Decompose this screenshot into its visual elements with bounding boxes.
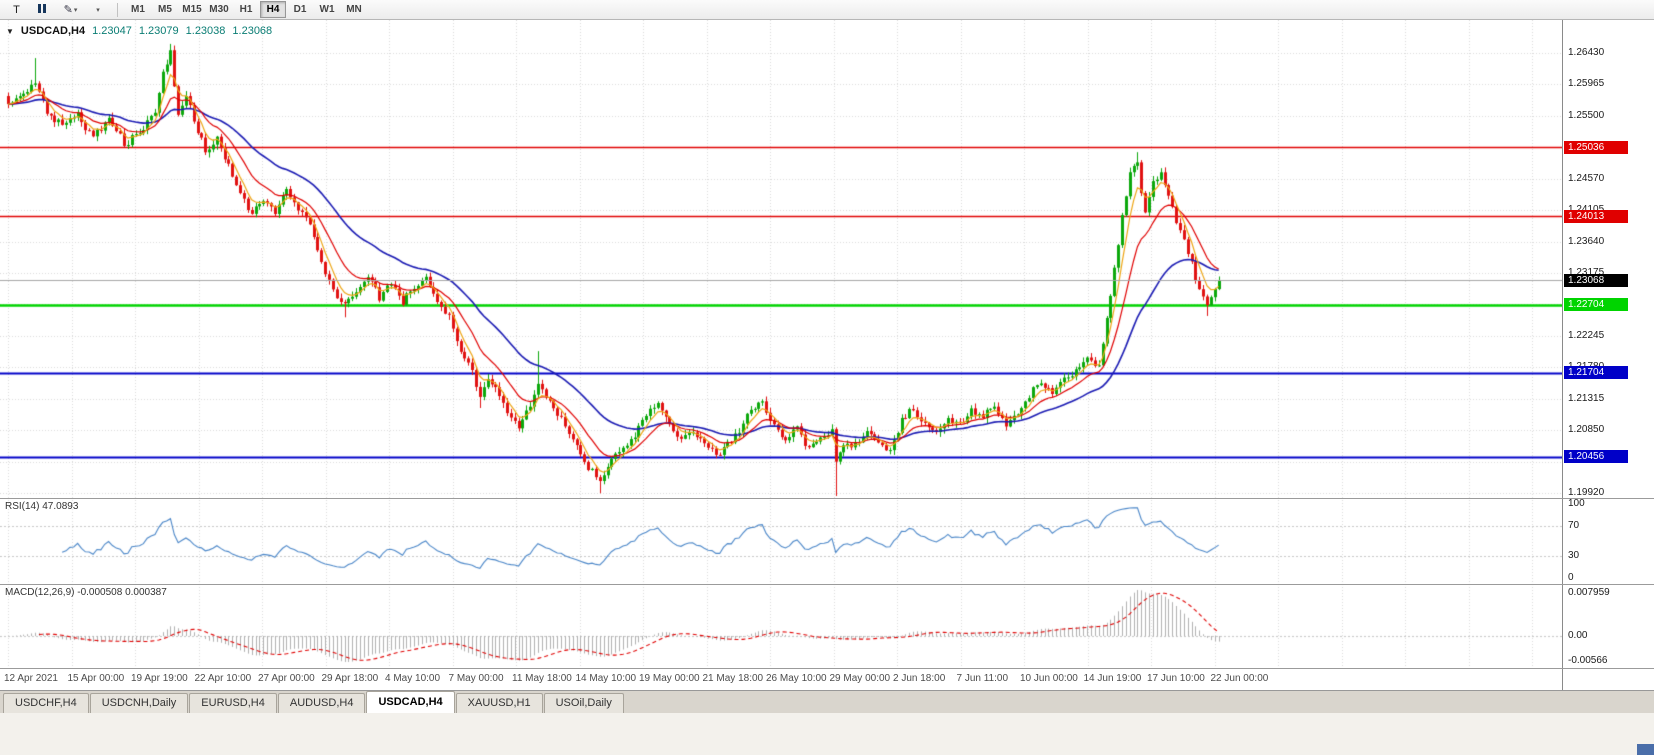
chart-type-button[interactable] <box>31 1 56 19</box>
price-axis-tick: 1.19920 <box>1568 487 1605 499</box>
price-chart-canvas[interactable] <box>0 20 1562 690</box>
timeframe-button-group: M1 M5 M15 M30 H1 H4 D1 W1 MN <box>125 1 367 18</box>
resize-grip[interactable] <box>1637 744 1654 755</box>
toolbar-separator <box>117 2 118 17</box>
price-axis-tick: 1.21315 <box>1568 392 1605 404</box>
chart-tab-usdcnh-daily[interactable]: USDCNH,Daily <box>89 693 189 713</box>
macd-axis-tick: -0.00566 <box>1568 655 1608 666</box>
rsi-value: 47.0893 <box>42 501 79 512</box>
macd-name: MACD(12,26,9) <box>5 587 75 598</box>
chart-tab-usoil-daily[interactable]: USOil,Daily <box>543 693 624 713</box>
symbol-timeframe-label: USDCAD,H4 <box>20 25 86 37</box>
price-axis-tick: 1.24105 <box>1568 205 1604 215</box>
price-axis-tick: 1.25965 <box>1568 78 1605 90</box>
symbol-dropdown-icon[interactable]: ▼ <box>6 26 14 36</box>
pencil-icon: ✎ <box>63 4 73 16</box>
rsi-axis-tick: 0 <box>1568 572 1574 583</box>
macd-axis-tick: 0.00 <box>1568 630 1588 641</box>
price-axis-tick: 1.23640 <box>1568 235 1605 247</box>
chevron-down-icon: ▾ <box>73 6 78 14</box>
close-value: 1.23068 <box>232 25 273 37</box>
chart-tab-eurusd-h4[interactable]: EURUSD,H4 <box>189 693 277 713</box>
price-axis-tick: 1.23175 <box>1568 266 1605 278</box>
price-level-badge: 1.25036 <box>1564 140 1628 154</box>
current-price-badge: 1.23068 <box>1564 273 1628 287</box>
chart-tab-usdchf-h4[interactable]: USDCHF,H4 <box>3 693 89 713</box>
chart-tab-usdcad-h4[interactable]: USDCAD,H4 <box>366 691 455 713</box>
price-level-badge: 1.21704 <box>1564 366 1628 380</box>
price-axis-tick: 1.24570 <box>1568 172 1605 184</box>
price-axis-tick: 1.26430 <box>1568 46 1605 58</box>
chart-title: ▼ USDCAD,H4 1.23047 1.23079 1.23038 1.23… <box>6 25 272 37</box>
panel-separator[interactable] <box>0 584 1654 585</box>
timeframe-button-m15[interactable]: M15 <box>182 4 202 15</box>
timeframe-button-m5[interactable]: M5 <box>158 4 172 15</box>
chart-tab-xauusd-h1[interactable]: XAUUSD,H1 <box>455 693 543 713</box>
text-tool-label: T <box>13 3 20 16</box>
low-value: 1.23038 <box>185 25 226 37</box>
more-tools-button[interactable]: ▾ <box>85 1 110 19</box>
panel-separator[interactable] <box>0 498 1654 499</box>
chart-tab-audusd-h4[interactable]: AUDUSD,H4 <box>277 693 366 713</box>
rsi-axis-tick: 70 <box>1568 520 1580 532</box>
rsi-axis-tick: 30 <box>1568 549 1580 561</box>
chart-area: ▼ USDCAD,H4 1.23047 1.23079 1.23038 1.23… <box>0 20 1654 690</box>
chart-tab-bar: USDCHF,H4 USDCNH,Daily EURUSD,H4 AUDUSD,H4 U… <box>0 690 1654 713</box>
high-value: 1.23079 <box>138 25 179 37</box>
top-toolbar: T ✎ ▾ ▾ M1 M5 M15 M30 H1 H4 D1 W1 MN <box>0 0 1654 20</box>
rsi-indicator-label: RSI(14) 47.0893 <box>5 501 78 512</box>
timeframe-button-m1[interactable]: M1 <box>131 4 145 15</box>
text-tool-button[interactable]: T <box>4 1 29 19</box>
rsi-axis-tick: 100 <box>1568 498 1585 509</box>
price-axis-tick: 1.20850 <box>1568 424 1605 436</box>
axis-separator <box>0 668 1654 669</box>
macd-indicator-label: MACD(12,26,9) -0.000508 0.000387 <box>5 587 167 598</box>
timeframe-button-mn[interactable]: MN <box>346 4 362 15</box>
price-level-badge: 1.20456 <box>1564 450 1628 464</box>
macd-values: -0.000508 0.000387 <box>77 587 167 598</box>
price-axis-tick: 1.25500 <box>1568 109 1605 121</box>
timeframe-button-m30[interactable]: M30 <box>209 4 229 15</box>
timeframe-button-h1[interactable]: H1 <box>239 4 253 15</box>
draw-tools-button[interactable]: ✎ ▾ <box>58 1 83 19</box>
price-axis[interactable]: 1.26430 1.25965 1.25500 1.24570 1.24105 1.236… <box>1562 20 1654 690</box>
chevron-down-icon: ▾ <box>96 6 100 14</box>
macd-axis-tick: 0.007959 <box>1568 587 1610 598</box>
bottom-strip <box>0 713 1654 755</box>
price-axis-tick: 1.22245 <box>1568 329 1605 341</box>
candlestick-chart-icon <box>38 4 49 15</box>
price-level-badge: 1.24013 <box>1564 209 1628 223</box>
rsi-name: RSI(14) <box>5 501 40 512</box>
timeframe-button-d1[interactable]: D1 <box>293 4 307 15</box>
open-value: 1.23047 <box>92 25 132 37</box>
timeframe-button-w1[interactable]: W1 <box>319 4 335 15</box>
price-level-badge: 1.22704 <box>1564 298 1628 312</box>
timeframe-button-h4[interactable]: H4 <box>260 1 286 18</box>
